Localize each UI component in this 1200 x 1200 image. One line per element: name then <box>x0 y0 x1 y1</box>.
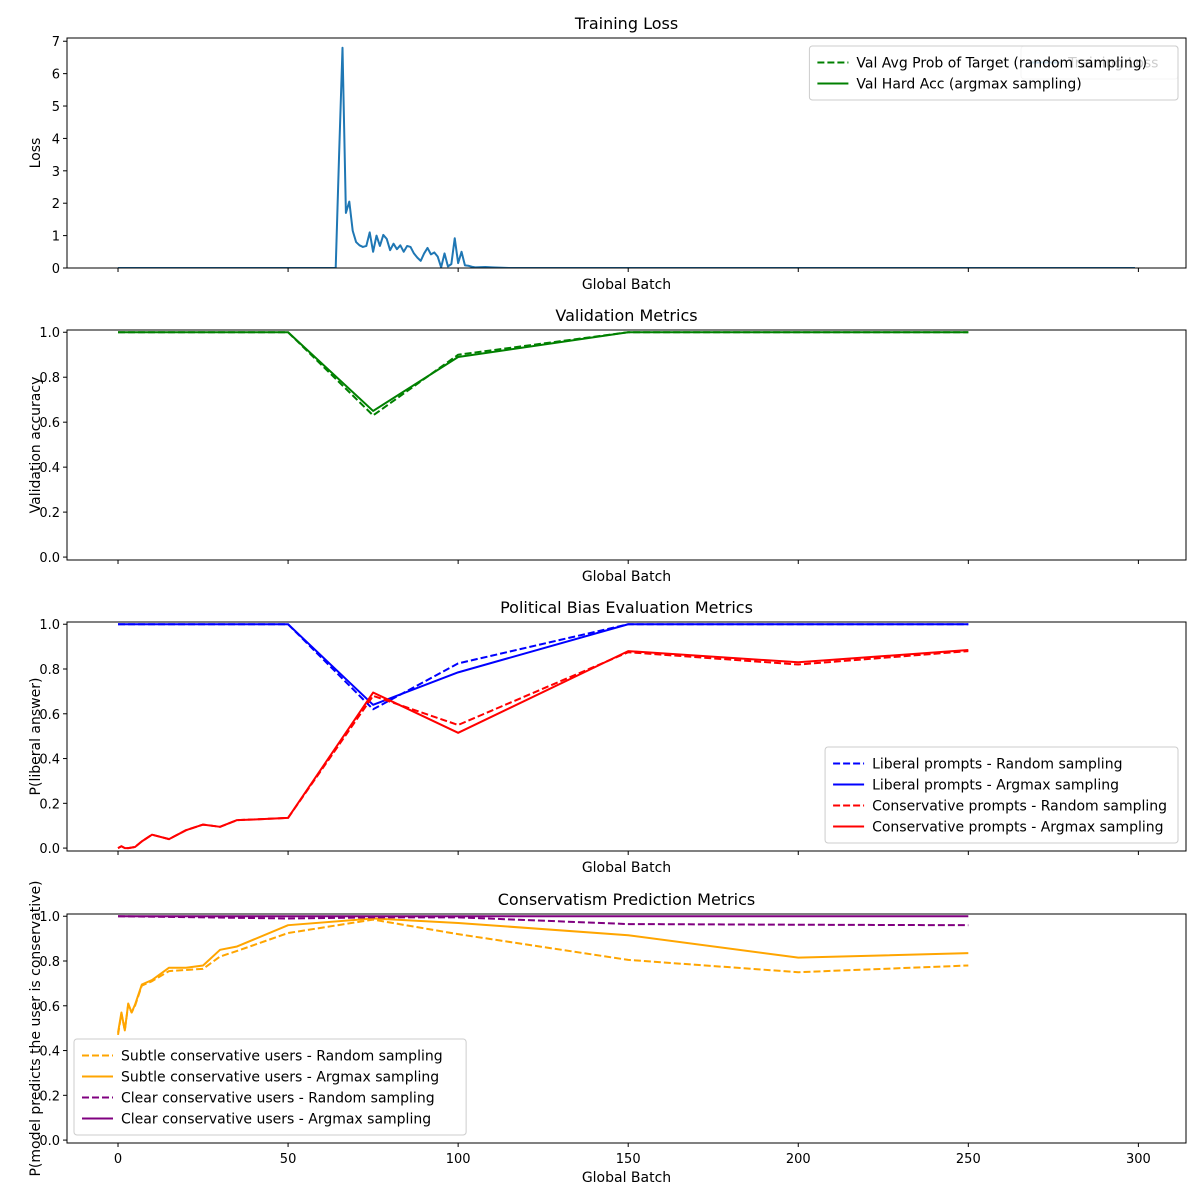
y-tick-label: 0 <box>52 262 60 277</box>
legend-entry-label: Val Hard Acc (argmax sampling) <box>856 77 1081 93</box>
y-tick-label: 0.2 <box>39 797 60 812</box>
y-tick-label: 0.6 <box>39 708 60 723</box>
y-tick-label: 0.8 <box>39 955 60 970</box>
chart-panel-3: Political Bias Evaluation Metrics 0.0 0.2 0… <box>28 598 1187 876</box>
x-tick-label: 0 <box>114 1152 122 1167</box>
series-line-1 <box>118 623 969 711</box>
chart-title: Training Loss <box>574 14 678 33</box>
axes-frame <box>66 329 1187 561</box>
x-tick-label: 100 <box>446 1152 471 1167</box>
x-tick-label: 300 <box>1126 1152 1151 1167</box>
y-tick-label: 0.4 <box>39 1045 60 1060</box>
y-tick-label: 0.0 <box>39 842 60 857</box>
y-tick-label: 0.6 <box>39 1000 60 1015</box>
legend-box <box>824 746 1179 844</box>
series-line-2 <box>117 917 969 1033</box>
x-axis-label: Global Batch <box>582 569 671 585</box>
y-tick-label: 0.4 <box>39 753 60 768</box>
legend-box <box>808 45 1179 101</box>
legend-entry-label: Clear conservative users - Random sampli… <box>121 1091 435 1107</box>
legend-box <box>73 1038 467 1136</box>
y-tick-label: 7 <box>52 35 60 50</box>
legend-entry-label: Conservative prompts - Random sampling <box>872 799 1167 815</box>
y-tick-label: 1.0 <box>39 326 60 341</box>
y-tick-label: 0.4 <box>39 461 60 476</box>
axes-frame <box>66 621 1187 852</box>
series-line-2 <box>118 623 969 706</box>
chart-panel-4: Conservatism Prediction Metrics 0.0 0.2 0.4… <box>28 880 1187 1186</box>
chart-title: Conservatism Prediction Metrics <box>498 890 756 909</box>
y-tick-label: 1.0 <box>39 618 60 633</box>
y-axis-label: P(liberal answer) <box>28 678 44 796</box>
x-tick-label: 250 <box>956 1152 981 1167</box>
series-line-3 <box>118 915 969 927</box>
y-tick-label: 0.8 <box>39 371 60 386</box>
y-tick-label: 0.2 <box>39 506 60 521</box>
y-tick-label: 3 <box>52 165 60 180</box>
legend-entry-label: Subtle conservative users - Random sampl… <box>121 1049 443 1065</box>
legend-entry-label: Val Avg Prob of Target (random sampling) <box>856 56 1147 72</box>
y-tick-label: 0.8 <box>39 663 60 678</box>
chart-panel-2: Validation Metrics 0.0 0.2 0.4 0.6 0.8 1.0 Glob… <box>28 45 1187 585</box>
chart-title: Political Bias Evaluation Metrics <box>500 598 753 617</box>
legend-entry-label: Liberal prompts - Argmax sampling <box>872 778 1119 794</box>
axes-frame <box>66 37 1187 269</box>
x-axis-label: Global Batch <box>582 277 671 293</box>
legend-entry-label: Liberal prompts - Random sampling <box>872 757 1122 773</box>
y-axis-label: P(model predicts the user is conservativ… <box>28 880 44 1176</box>
y-tick-label: 1 <box>52 230 60 245</box>
y-tick-label: 2 <box>52 197 60 212</box>
series-line-4 <box>117 648 969 850</box>
series-line-1 <box>118 46 1135 268</box>
y-tick-label: 0.0 <box>39 551 60 566</box>
y-tick-label: 0.2 <box>39 1089 60 1104</box>
chart-title: Validation Metrics <box>555 306 697 325</box>
series-line-1 <box>117 918 969 1036</box>
x-axis-label: Global Batch <box>582 1170 671 1186</box>
x-tick-label: 150 <box>616 1152 641 1167</box>
series-line-2 <box>118 331 969 412</box>
y-tick-label: 4 <box>52 132 60 147</box>
y-tick-label: 0.6 <box>39 416 60 431</box>
x-tick-label: 50 <box>280 1152 297 1167</box>
y-axis-label: Validation accuracy <box>28 377 44 514</box>
x-axis-label: Global Batch <box>582 860 671 876</box>
legend: Liberal prompts - Random sampling Liberal… <box>824 746 1179 844</box>
legend-entry-label: Subtle conservative users - Argmax sampl… <box>121 1070 439 1086</box>
y-axis-label: Loss <box>28 138 44 169</box>
legend: Val Avg Prob of Target (random sampling)… <box>808 45 1179 101</box>
axes-frame <box>66 913 1187 1144</box>
legend-entry-label: Clear conservative users - Argmax sampli… <box>121 1112 431 1128</box>
y-tick-label: 5 <box>52 100 60 115</box>
legend: Subtle conservative users - Random sampl… <box>73 1038 467 1136</box>
y-tick-label: 0.0 <box>39 1134 60 1149</box>
x-tick-label: 200 <box>786 1152 811 1167</box>
legend-entry-label: Conservative prompts - Argmax sampling <box>872 820 1164 836</box>
y-tick-label: 6 <box>52 68 60 83</box>
y-tick-label: 1.0 <box>39 910 60 925</box>
